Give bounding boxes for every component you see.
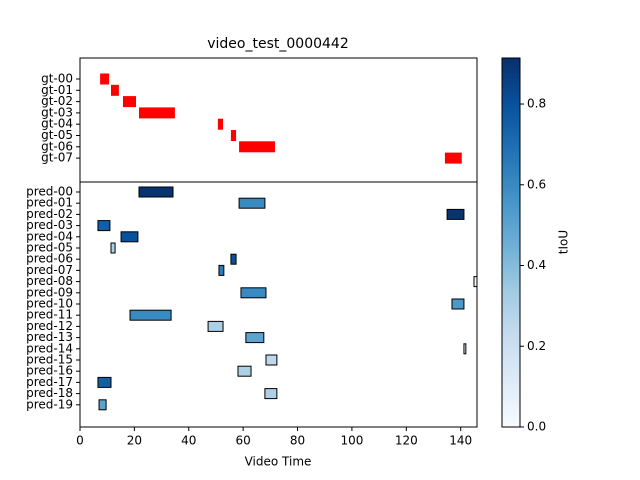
gt-bar [444,152,462,164]
x-axis-label: Video Time [245,455,312,469]
pred-bar [240,287,267,299]
y-tick-label: gt-07 [41,151,73,165]
y-tick-label: pred-17 [26,375,73,389]
colorbar-tick-label: 0.0 [527,420,546,434]
y-tick-label: gt-05 [41,128,73,142]
pred-bar [451,298,465,310]
colorbar [501,57,521,428]
x-tick-label: 20 [127,434,142,448]
y-tick-label: pred-08 [26,274,73,288]
clip-cover [477,182,498,427]
y-tick-label: pred-04 [26,229,73,243]
pred-bar [120,231,139,243]
colorbar-tick-label: 0.8 [527,97,546,111]
y-tick-label: pred-18 [26,386,73,400]
y-tick-label: pred-02 [26,207,73,221]
x-tick-label: 140 [449,434,472,448]
colorbar-tick-label: 0.4 [527,258,546,272]
x-tick-label: 100 [340,434,363,448]
y-tick-label: gt-00 [41,72,73,86]
y-tick-label: pred-05 [26,241,73,255]
y-tick-label: pred-00 [26,185,73,199]
pred-bar [463,343,467,355]
gt-bar [239,141,275,153]
gt-bar [217,118,224,130]
gt-bar [230,130,237,141]
colorbar-label: tIoU [557,230,571,254]
y-tick-label: pred-16 [26,364,73,378]
y-tick-label: pred-03 [26,218,73,232]
y-tick-label: pred-01 [26,196,73,210]
pred-bar [264,388,278,400]
pred-bar [110,242,116,254]
pred-bar [230,253,237,265]
y-tick-label: gt-06 [41,139,73,153]
y-tick-label: pred-09 [26,285,73,299]
pred-bar [446,208,465,220]
x-tick-label: 0 [76,434,84,448]
pred-bar [98,399,107,411]
pred-bar [97,220,111,232]
y-tick-label: pred-13 [26,330,73,344]
y-tick-label: gt-03 [41,105,73,119]
pred-axes-frame [79,181,478,428]
y-tick-label: pred-06 [26,252,73,266]
pred-bar [129,309,172,321]
gt-bar [139,107,175,119]
y-tick-label: gt-01 [41,83,73,97]
pred-bar [218,264,225,276]
gt-bar [110,84,119,96]
pred-bar [138,186,174,198]
y-tick-label: pred-11 [26,308,73,322]
y-tick-label: pred-07 [26,263,73,277]
pred-bar [207,320,224,332]
colorbar-tick-label: 0.6 [527,177,546,191]
pred-bar [97,376,112,388]
pred-bar [237,365,252,377]
gt-axes-frame [79,57,478,183]
y-tick-label: pred-19 [26,397,73,411]
y-tick-label: pred-12 [26,319,73,333]
x-tick-label: 40 [181,434,196,448]
chart-title: video_test_0000442 [207,36,348,52]
x-tick-label: 80 [290,434,305,448]
y-tick-label: pred-15 [26,353,73,367]
x-tick-label: 60 [236,434,251,448]
y-tick-label: pred-10 [26,297,73,311]
x-tick-label: 120 [395,434,418,448]
y-tick-label: pred-14 [26,341,73,355]
y-tick-label: gt-02 [41,94,73,108]
gt-bar [100,73,110,85]
y-tick-label: gt-04 [41,117,73,131]
pred-bar [238,197,266,209]
pred-bar [245,332,265,344]
gt-bar [122,96,137,108]
colorbar-tick-label: 0.2 [527,339,546,353]
pred-bar [265,354,278,366]
